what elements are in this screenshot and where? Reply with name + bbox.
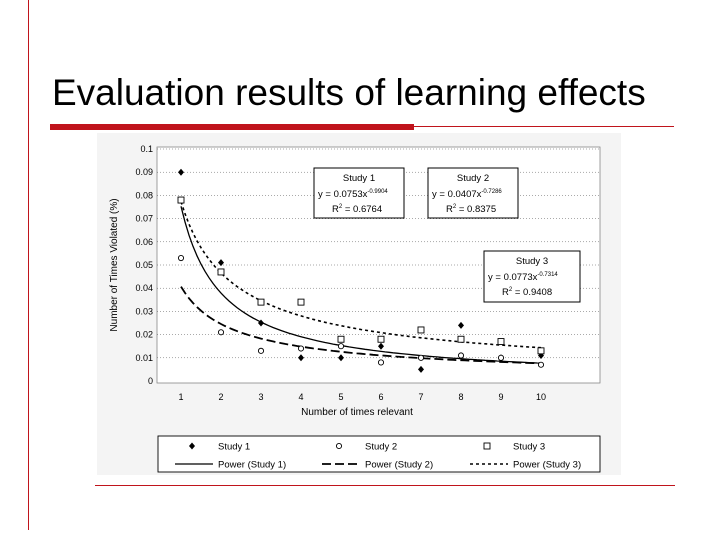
y-tick-label: 0.06 — [135, 237, 153, 247]
data-point-study-3 — [217, 268, 225, 276]
trendline-3 — [180, 201, 542, 349]
title-accent-bar — [50, 124, 414, 130]
annotation-box — [427, 167, 519, 219]
annotation-box — [313, 167, 405, 219]
y-tick-label: 0.03 — [135, 306, 153, 316]
trendline-2 — [180, 286, 542, 365]
legend-label: Study 3 — [513, 442, 545, 453]
x-tick-label: 4 — [298, 392, 303, 402]
x-tick-label: 7 — [418, 392, 423, 402]
data-point-study-2 — [497, 354, 505, 361]
annotation-r-squared: R2 = 0.8375 — [446, 204, 496, 215]
y-tick-labels: 0 0.01 0.02 0.03 0.04 0.05 0.06 0.07 0.08 0.09 0.1 — [135, 144, 153, 386]
y-tick-label: 0.05 — [135, 260, 153, 270]
x-tick-label: 10 — [536, 392, 546, 402]
data-point-study-1 — [378, 342, 384, 350]
annotation-equation: y = 0.0407x-0.7286 — [432, 189, 502, 200]
y-tick-label: 0.04 — [135, 283, 153, 293]
data-point-study-3 — [417, 326, 425, 334]
left-margin-rule — [28, 0, 29, 530]
legend-label: Power (Study 3) — [513, 460, 581, 471]
data-point-study-1 — [178, 168, 184, 176]
data-point-study-3 — [457, 335, 465, 343]
annotation-title: Study 2 — [457, 173, 489, 184]
equation-annotations: Study 1 y = 0.0753x-0.9904 R2 = 0.6764 Stud… — [313, 167, 581, 303]
data-point-study-2 — [457, 352, 465, 359]
data-point-study-2 — [217, 329, 225, 336]
data-point-study-3 — [497, 338, 505, 346]
y-axis-label: Number of Times Violated (%) — [109, 198, 120, 331]
y-tick-label: 0.08 — [135, 190, 153, 200]
y-tick-label: 0 — [148, 376, 153, 386]
chart-legend: Study 1 Study 2 Study 3 Power (Study 1) Powe… — [157, 435, 601, 473]
data-points — [177, 168, 545, 373]
annotation-box — [483, 250, 581, 303]
annotation-r-squared: R2 = 0.6764 — [332, 204, 382, 215]
data-point-study-3 — [257, 298, 265, 306]
data-point-study-2 — [177, 254, 185, 262]
y-tick-label: 0.02 — [135, 330, 153, 340]
trendline-1 — [180, 206, 542, 364]
data-point-study-2 — [537, 361, 545, 368]
data-point-study-3 — [177, 196, 185, 204]
data-point-study-2 — [417, 354, 425, 361]
annotation-title: Study 3 — [516, 256, 548, 267]
data-point-study-3 — [537, 347, 545, 355]
annotation-title: Study 1 — [343, 173, 375, 184]
y-tick-label: 0.01 — [135, 353, 153, 363]
data-point-study-1 — [298, 354, 304, 362]
data-point-study-1 — [218, 259, 224, 267]
data-point-study-3 — [297, 298, 305, 306]
legend-label: Power (Study 1) — [218, 460, 286, 471]
data-point-study-3 — [337, 335, 345, 343]
x-tick-label: 5 — [338, 392, 343, 402]
legend-marker — [189, 442, 195, 450]
x-axis-label: Number of times relevant — [301, 407, 413, 418]
y-tick-label: 0.07 — [135, 214, 153, 224]
legend-label: Study 1 — [218, 442, 250, 453]
y-tick-label: 0.09 — [135, 167, 153, 177]
legend-box — [157, 435, 601, 473]
annotation-r-squared: R2 = 0.9408 — [502, 287, 552, 298]
annotation-equation: y = 0.0773x-0.7314 — [488, 272, 558, 283]
x-tick-label: 3 — [258, 392, 263, 402]
slide-title: Evaluation results of learning effects — [52, 72, 646, 113]
x-tick-label: 9 — [498, 392, 503, 402]
data-point-study-2 — [377, 359, 385, 366]
legend-marker — [483, 442, 491, 450]
data-point-study-2 — [297, 345, 305, 352]
data-point-study-1 — [258, 319, 264, 327]
x-tick-label: 2 — [218, 392, 223, 402]
data-point-study-1 — [418, 365, 424, 373]
x-tick-label: 6 — [378, 392, 383, 402]
bottom-rule — [95, 485, 675, 486]
data-point-study-1 — [458, 321, 464, 329]
x-tick-labels: 1 2 3 4 5 6 7 8 9 10 — [178, 392, 546, 402]
title-underline-rule — [414, 126, 674, 127]
x-tick-label: 1 — [178, 392, 183, 402]
data-point-study-2 — [337, 343, 345, 350]
trendlines — [180, 201, 542, 365]
data-point-study-1 — [338, 354, 344, 362]
legend-label: Study 2 — [365, 442, 397, 453]
data-point-study-2 — [257, 347, 265, 354]
legend-marker — [335, 442, 343, 450]
x-tick-label: 8 — [458, 392, 463, 402]
annotation-equation: y = 0.0753x-0.9904 — [318, 189, 388, 200]
legend-label: Power (Study 2) — [365, 460, 433, 471]
data-point-study-3 — [377, 335, 385, 343]
y-tick-label: 0.1 — [140, 144, 153, 154]
